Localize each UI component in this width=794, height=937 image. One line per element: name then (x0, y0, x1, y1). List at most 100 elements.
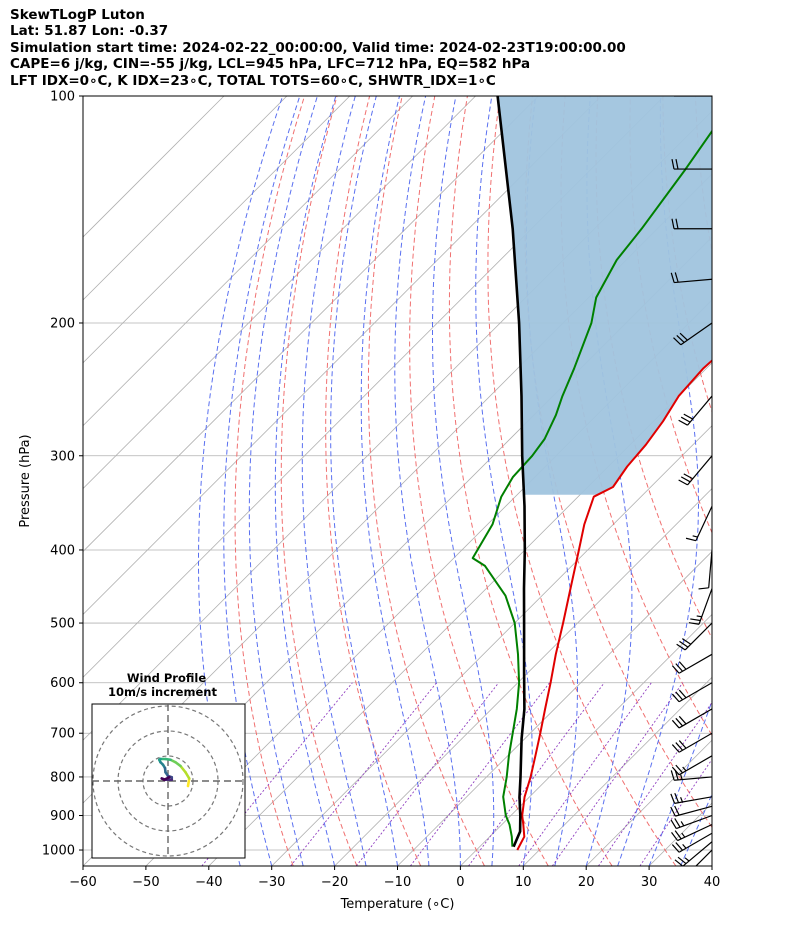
dry-adiabat (448, 96, 613, 866)
wind-barb-staff (687, 395, 712, 426)
wind-barb-flag (678, 715, 687, 725)
wind-barb (671, 682, 712, 703)
wind-barb (673, 322, 712, 346)
parcel-profile (496, 96, 527, 848)
x-tick-label: −50 (132, 875, 159, 890)
dry-adiabat (728, 96, 794, 866)
wind-barb-flag (671, 693, 680, 703)
time-line: Simulation start time: 2024-02-22_00:00:… (10, 39, 626, 56)
wind-barb-half-flag (680, 774, 683, 780)
wind-barb-staff (678, 832, 712, 853)
wind-barb-flag (678, 479, 688, 486)
dry-adiabat (487, 96, 677, 866)
wind-barb-flag (675, 218, 679, 229)
wind-barb (698, 549, 712, 590)
hodograph-segment (162, 775, 171, 782)
moist-adiabat (330, 96, 398, 866)
location-line: Lat: 51.87 Lon: -0.37 (10, 23, 169, 40)
wind-barb-staff (675, 805, 712, 817)
wind-barb-staff (678, 682, 712, 703)
wind-barb-staff (687, 455, 712, 486)
wind-barb-flag (671, 744, 680, 753)
wind-barb-flag (676, 643, 686, 651)
chart-header: SkewTLogP Luton Lat: 51.87 Lon: -0.37 Si… (10, 7, 626, 89)
isotherm (460, 613, 712, 866)
wind-barb-flag (673, 96, 674, 97)
axes: −60 −50 −40 −30 −20 −10 0 10 20 30 40 100 200 300 400 5… (18, 90, 720, 913)
wind-barb-flag (670, 806, 676, 817)
mixing-ratio-line (551, 682, 684, 866)
x-tick-label: −10 (384, 875, 411, 890)
wind-barb-flag (670, 819, 677, 829)
wind-barb-flag (679, 332, 688, 341)
isotherm (83, 96, 413, 427)
wind-barb-flag (674, 272, 679, 283)
moist-adiabat (680, 793, 712, 866)
y-tick-label: 500 (50, 617, 75, 632)
moist-adiabat (274, 96, 337, 866)
isotherm (397, 550, 712, 866)
wind-barb (671, 823, 712, 842)
dry-adiabat (367, 96, 485, 866)
isotherm (271, 425, 712, 866)
wind-barb-flag (674, 805, 680, 816)
wind-barb (670, 792, 712, 804)
y-tick-label: 100 (50, 90, 75, 105)
y-tick-label: 800 (50, 770, 75, 785)
x-tick-label: 0 (456, 875, 464, 890)
wind-barb-flag (674, 818, 681, 828)
wind-barb-flag (685, 537, 697, 542)
wind-barb (671, 653, 712, 674)
wind-barb-staff (708, 549, 712, 588)
wind-barb-flag (671, 844, 680, 853)
moist-adiabat (432, 96, 495, 866)
wind-barb-staff (698, 588, 712, 625)
dry-adiabat (662, 96, 712, 414)
wind-barb-flag (678, 740, 687, 749)
moist-adiabat (301, 96, 367, 866)
wind-barb (688, 588, 712, 625)
mixing-ratio-line (598, 701, 712, 866)
wind-barb-flag (679, 640, 689, 648)
wind-barb (670, 805, 712, 817)
moist-adiabat (617, 96, 699, 866)
wind-barb-staff (674, 796, 712, 804)
wind-barb-half-flag (680, 797, 684, 803)
y-axis-label: Pressure (hPa) (18, 434, 33, 527)
moist-adiabat (248, 96, 318, 866)
wind-barb (671, 158, 712, 170)
mixing-ratio-line (290, 682, 437, 866)
wind-barb-staff (678, 653, 712, 674)
wind-barb-flag (680, 476, 691, 483)
wind-barb (678, 455, 712, 486)
chart-title: SkewTLogP Luton (10, 7, 145, 23)
wind-barb-flag (676, 335, 685, 343)
dewpoint-profile (471, 129, 712, 847)
isotherm (83, 96, 476, 490)
wind-barb (676, 622, 712, 651)
temperature-profile (516, 359, 712, 851)
y-tick-label: 600 (50, 676, 75, 691)
wind-barb (670, 814, 712, 830)
wind-barb-flag (671, 831, 679, 841)
x-tick-label: 10 (515, 875, 532, 890)
wind-barb-staff (677, 823, 712, 842)
params-line-2: LFT IDX=0∘C, K IDX=23∘C, TOTAL TOTS=60∘C… (10, 72, 496, 89)
wind-barb-half-flag (680, 821, 685, 827)
isotherm (83, 96, 225, 238)
isotherm (711, 865, 712, 866)
hodograph-title: Wind Profile (127, 671, 207, 685)
isotherm (83, 96, 602, 615)
wind-barb (671, 218, 712, 230)
wind-barb-flag (673, 337, 682, 346)
x-tick-label: 30 (641, 875, 658, 890)
wind-barb-flag (675, 663, 684, 672)
wind-barb (671, 732, 712, 753)
wind-barb (671, 832, 712, 853)
wind-barb-flag (688, 622, 700, 625)
wind-barb-flag (679, 868, 687, 874)
wind-barb-staff (676, 814, 712, 830)
wind-barb-flag (683, 473, 694, 480)
wind-barb-flag (675, 717, 684, 727)
wind-barb-staff (678, 732, 712, 753)
